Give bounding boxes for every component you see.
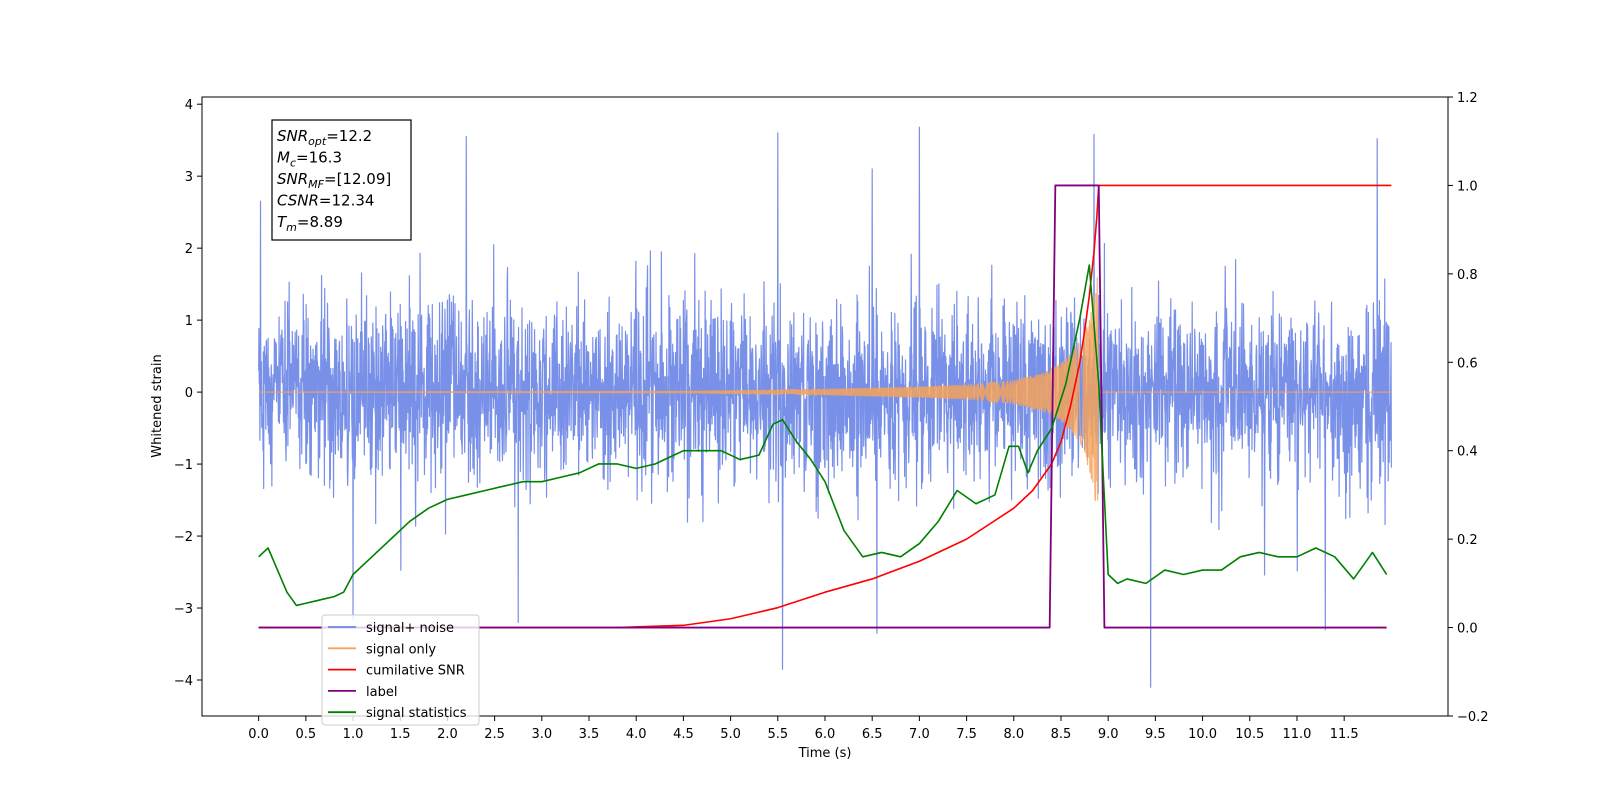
x-tick-label: 8.5 xyxy=(1051,727,1072,742)
x-tick-label: 6.0 xyxy=(815,727,836,742)
y-right-tick-label: 0.2 xyxy=(1457,533,1478,548)
y-right-tick-label: 0.4 xyxy=(1457,445,1478,460)
annotation-value: =8.89 xyxy=(297,213,343,231)
annotation-subscript: opt xyxy=(308,135,327,148)
annotation-symbol: T xyxy=(277,213,288,231)
x-tick-label: 5.0 xyxy=(720,727,741,742)
x-tick-label: 4.0 xyxy=(626,727,647,742)
y-axis-left: 4 3 2 1 0 −1 −2 −3 −4 xyxy=(174,98,202,689)
annotation-symbol: CSNR xyxy=(277,192,319,210)
x-tick-label: 11.0 xyxy=(1282,727,1311,742)
annotation-line: SNRMF=[12.09] xyxy=(277,170,391,191)
annotation-line: SNRopt=12.2 xyxy=(277,127,372,148)
y-tick-label: 4 xyxy=(185,98,193,113)
y-tick-label: −4 xyxy=(174,674,193,689)
x-tick-label: 10.0 xyxy=(1188,727,1217,742)
annotation-symbol: SNR xyxy=(277,170,308,188)
series-signal-statistics xyxy=(258,264,1388,607)
legend-entry: signal statistics xyxy=(366,706,467,721)
annotation-value: =12.34 xyxy=(319,192,375,210)
legend-entry: signal only xyxy=(366,642,436,657)
annotation-symbol: SNR xyxy=(277,127,308,145)
series-cumilative-snr xyxy=(258,184,1392,629)
y-tick-label: 2 xyxy=(185,242,193,257)
y-right-tick-label: 0.8 xyxy=(1457,268,1478,283)
annotation-subscript: m xyxy=(286,221,297,234)
series-signal-noise xyxy=(258,126,1392,688)
x-tick-label: 1.5 xyxy=(390,727,411,742)
x-tick-label: 9.5 xyxy=(1145,727,1166,742)
annotation-line: CSNR=12.34 xyxy=(277,192,374,210)
y-right-tick-label: 1.0 xyxy=(1457,179,1478,194)
legend-entry: cumilative SNR xyxy=(366,664,465,679)
x-tick-label: 1.0 xyxy=(343,727,364,742)
x-tick-label: 3.5 xyxy=(579,727,600,742)
x-tick-label: 8.0 xyxy=(1003,727,1024,742)
y-tick-label: 0 xyxy=(185,386,193,401)
stats-annotation-box: SNRopt=12.2Mc=16.3SNRMF=[12.09]CSNR=12.3… xyxy=(271,119,412,241)
series-layer xyxy=(258,126,1392,688)
y-tick-label: 1 xyxy=(185,314,193,329)
x-tick-label: 3.0 xyxy=(531,727,552,742)
x-tick-label: 6.5 xyxy=(862,727,883,742)
x-tick-label: 2.0 xyxy=(437,727,458,742)
legend-entry: signal+ noise xyxy=(366,621,454,636)
annotation-line: Tm=8.89 xyxy=(277,213,343,234)
series-label xyxy=(258,184,1387,629)
x-tick-label: 4.5 xyxy=(673,727,694,742)
legend: signal+ noise signal only cumilative SNR la… xyxy=(321,614,480,726)
annotation-subscript: MF xyxy=(308,178,324,191)
y-axis-right: 1.2 1.0 0.8 0.6 0.4 0.2 0.0 −0.2 xyxy=(1448,91,1489,725)
annotation-subscript: c xyxy=(290,157,296,170)
y-tick-label: −3 xyxy=(174,602,193,617)
series-signal-only xyxy=(258,277,1392,502)
x-axis-label: Time (s) xyxy=(798,746,852,761)
annotation-line: Mc=16.3 xyxy=(277,149,342,170)
x-tick-label: 11.5 xyxy=(1330,727,1359,742)
y-right-tick-label: −0.2 xyxy=(1457,710,1489,725)
annotation-value: =[12.09] xyxy=(324,170,391,188)
x-tick-label: 7.0 xyxy=(909,727,930,742)
y-right-tick-label: 0.0 xyxy=(1457,622,1478,637)
y-tick-label: 3 xyxy=(185,170,193,185)
legend-entry: label xyxy=(366,685,397,700)
y-tick-label: −1 xyxy=(174,458,193,473)
x-tick-label: 5.5 xyxy=(767,727,788,742)
x-tick-label: 9.0 xyxy=(1098,727,1119,742)
x-axis: 0.0 0.5 1.0 1.5 2.0 2.5 3.0 3.5 4.0 4.5 5.0 5.5 6.0 6… xyxy=(248,716,1359,742)
annotation-symbol: M xyxy=(277,149,290,167)
y-axis-label: Whitened strain xyxy=(150,354,165,457)
y-right-tick-label: 0.6 xyxy=(1457,356,1478,371)
x-tick-label: 7.5 xyxy=(956,727,977,742)
annotation-value: =16.3 xyxy=(296,149,342,167)
legend-frame xyxy=(321,614,480,726)
x-tick-label: 10.5 xyxy=(1235,727,1264,742)
x-tick-label: 0.0 xyxy=(248,727,269,742)
annotation-value: =12.2 xyxy=(326,127,372,145)
annotation-frame xyxy=(271,119,412,241)
x-tick-label: 0.5 xyxy=(295,727,316,742)
y-tick-label: −2 xyxy=(174,530,193,545)
y-right-tick-label: 1.2 xyxy=(1457,91,1478,106)
x-tick-label: 2.5 xyxy=(484,727,505,742)
